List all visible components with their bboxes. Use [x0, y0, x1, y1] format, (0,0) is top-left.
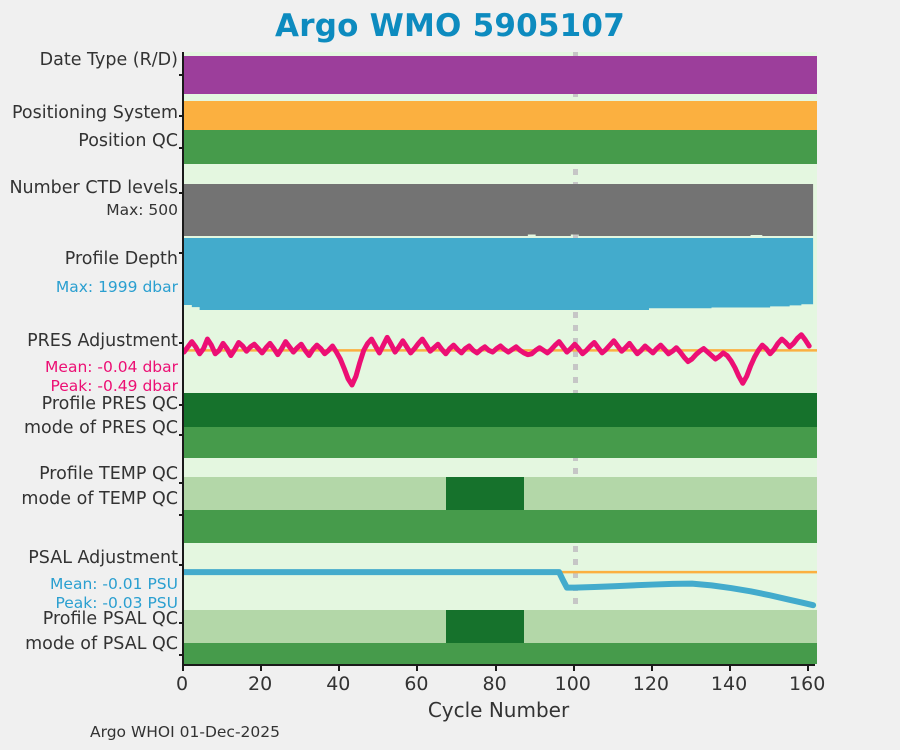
- band-profile-depth: [184, 238, 814, 310]
- page-title: Argo WMO 5905107: [275, 8, 625, 44]
- band-mode-of-psal-qc: [184, 643, 817, 664]
- x-tick-label: 20: [248, 673, 273, 695]
- plot-area: [179, 52, 817, 664]
- band-profile-temp-qc: [184, 477, 817, 510]
- x-axis-label: Cycle Number: [427, 698, 570, 722]
- qc-flag-segment: [445, 477, 524, 510]
- cycle-marker-line: [572, 52, 578, 664]
- row-label-profile-pres-qc: Profile PRES QC: [41, 394, 178, 414]
- x-tick: [807, 664, 810, 671]
- ytick-mode-of-pres-qc: [179, 434, 184, 436]
- band-positioning-system: [184, 101, 817, 130]
- row-sublabel-psal-peak: Peak: -0.03 PSU: [55, 594, 178, 612]
- band-profile-pres-qc: [184, 393, 817, 427]
- row-label-mode-of-pres-qc: mode of PRES QC: [23, 418, 178, 438]
- x-tick: [416, 664, 419, 671]
- ytick-mode-of-psal-qc: [179, 654, 184, 656]
- ytick-profile-psal-qc: [179, 622, 184, 624]
- x-tick: [650, 664, 653, 671]
- ytick-profile-temp-qc: [179, 482, 184, 484]
- row-label-profile-depth: Profile Depth: [64, 249, 178, 269]
- data-line: [184, 569, 817, 609]
- ytick-profile-pres-qc: [179, 404, 184, 406]
- trace-pres-adjustment: [184, 332, 817, 388]
- data-line: [184, 332, 812, 388]
- row-label-psal-adjustment: PSAL Adjustment: [28, 548, 178, 568]
- x-tick-label: 0: [175, 673, 189, 695]
- row-sublabel-number-ctd-levels: Max: 500: [106, 201, 178, 219]
- band-number-ctd-levels: [184, 184, 814, 236]
- band-profile-psal-qc: [184, 610, 817, 643]
- x-tick-label: 60: [404, 673, 429, 695]
- x-tick-label: 120: [632, 673, 670, 695]
- trace-psal-adjustment: [184, 569, 817, 609]
- ytick-mode-of-temp-qc: [179, 514, 184, 516]
- step-profile-shape: [184, 238, 814, 310]
- x-tick-label: 100: [554, 673, 591, 695]
- ytick-date-type: [179, 74, 184, 76]
- row-label-position-qc: Position QC: [78, 131, 178, 151]
- band-mode-of-temp-qc: [184, 510, 817, 543]
- row-label-mode-of-temp-qc: mode of TEMP QC: [21, 489, 178, 509]
- ytick-pres-adjustment: [179, 342, 184, 344]
- row-label-number-ctd-levels: Number CTD levels: [9, 178, 178, 198]
- ytick-positioning-system: [179, 115, 184, 117]
- ytick-psal-adjustment: [179, 564, 184, 566]
- row-label-pres-adjustment: PRES Adjustment: [27, 331, 178, 351]
- band-mode-of-pres-qc: [184, 427, 817, 458]
- ytick-number-ctd-levels: [179, 192, 184, 194]
- x-tick-label: 140: [710, 673, 748, 695]
- x-tick: [572, 664, 575, 671]
- row-sublabel-pres-peak: Peak: -0.49 dbar: [50, 377, 178, 395]
- x-axis: [182, 664, 815, 666]
- ytick-profile-depth: [179, 252, 184, 254]
- qc-flag-segment: [445, 610, 524, 643]
- row-label-positioning-system: Positioning System: [11, 103, 178, 123]
- row-sublabel-profile-depth: Max: 1999 dbar: [55, 278, 178, 296]
- x-tick-label: 160: [789, 673, 826, 695]
- row-label-column: Date Type (R/D) Positioning System Posit…: [0, 0, 178, 750]
- x-tick: [338, 664, 341, 671]
- row-label-profile-psal-qc: Profile PSAL QC: [42, 609, 178, 629]
- band-position-qc: [184, 130, 817, 164]
- x-tick: [260, 664, 263, 671]
- row-label-mode-of-psal-qc: mode of PSAL QC: [25, 634, 178, 654]
- footer-note: Argo WHOI 01-Dec-2025: [90, 723, 280, 741]
- x-tick: [182, 664, 184, 671]
- x-tick: [494, 664, 497, 671]
- row-sublabel-psal-mean: Mean: -0.01 PSU: [50, 575, 178, 593]
- row-label-date-type: Date Type (R/D): [39, 50, 178, 70]
- x-tick-label: 40: [326, 673, 351, 695]
- step-profile-shape: [184, 184, 814, 236]
- plot-canvas: [184, 52, 817, 664]
- ytick-position-qc: [179, 147, 184, 149]
- x-tick-label: 80: [482, 673, 507, 695]
- band-date-type: [184, 56, 817, 94]
- row-label-profile-temp-qc: Profile TEMP QC: [39, 464, 178, 484]
- x-tick: [729, 664, 732, 671]
- row-sublabel-pres-mean: Mean: -0.04 dbar: [45, 358, 178, 376]
